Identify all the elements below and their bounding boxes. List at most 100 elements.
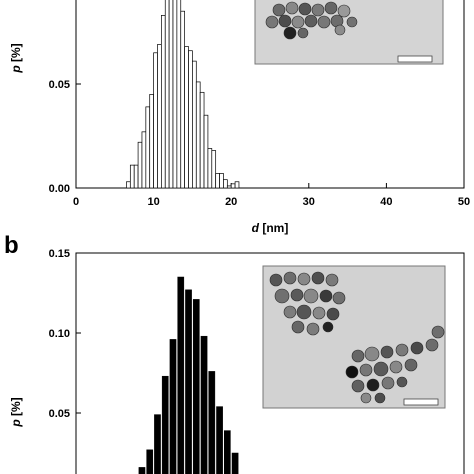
plot-frame-bottom bbox=[75, 252, 465, 474]
tem-inset-top bbox=[254, 0, 444, 65]
histogram-bar bbox=[223, 430, 231, 474]
histogram-bar bbox=[141, 131, 147, 189]
particle bbox=[311, 3, 325, 17]
x-tick-label: 0 bbox=[73, 196, 79, 208]
panel-label-b: b bbox=[4, 232, 19, 259]
x-tick-label: 40 bbox=[380, 196, 392, 208]
particle bbox=[278, 14, 292, 28]
particle bbox=[410, 341, 424, 355]
particle bbox=[395, 343, 409, 357]
histogram-bar bbox=[223, 179, 228, 189]
histogram-bar bbox=[138, 467, 146, 474]
histogram-bar bbox=[203, 114, 209, 189]
scale-bar bbox=[403, 398, 439, 406]
particle bbox=[351, 349, 365, 363]
histogram-bar bbox=[157, 44, 162, 189]
histogram-bar bbox=[216, 406, 223, 474]
histogram-bar bbox=[172, 0, 178, 189]
histogram-bar bbox=[154, 414, 161, 474]
particle bbox=[297, 272, 311, 286]
particle bbox=[303, 288, 319, 304]
particle bbox=[296, 304, 312, 320]
particle bbox=[425, 338, 439, 352]
histogram-bar bbox=[226, 185, 232, 189]
histogram-bar bbox=[192, 299, 200, 474]
particle bbox=[317, 15, 331, 29]
particle bbox=[337, 4, 351, 18]
histogram-bar bbox=[208, 371, 216, 474]
particle bbox=[298, 2, 312, 16]
histogram-bar bbox=[126, 181, 131, 189]
histogram-bar bbox=[192, 60, 197, 189]
histogram-bar bbox=[184, 46, 189, 189]
histogram-bar bbox=[200, 335, 208, 474]
particle bbox=[373, 361, 389, 377]
particle bbox=[346, 16, 358, 28]
x-axis-label: d [nm] bbox=[252, 221, 289, 235]
particle bbox=[345, 365, 359, 379]
histogram-bar bbox=[153, 52, 158, 189]
x-tick-label: 20 bbox=[225, 196, 237, 208]
particle bbox=[269, 273, 283, 287]
histogram-bar bbox=[195, 81, 201, 189]
particle bbox=[291, 15, 305, 29]
particle bbox=[304, 14, 318, 28]
x-tick-label: 30 bbox=[303, 196, 315, 208]
histogram-bar bbox=[234, 181, 240, 189]
particle bbox=[396, 376, 408, 388]
y-axis-label-bottom: p [%] bbox=[9, 397, 23, 427]
particle bbox=[324, 1, 338, 15]
particle bbox=[325, 273, 339, 287]
particle bbox=[306, 322, 320, 336]
y-tick-label: 0.15 bbox=[49, 248, 70, 260]
particle bbox=[283, 305, 297, 319]
particle bbox=[274, 288, 290, 304]
particle bbox=[364, 346, 380, 362]
tem-inset-bottom bbox=[262, 265, 446, 409]
histogram-bar bbox=[188, 50, 193, 189]
particle bbox=[389, 360, 403, 374]
particle bbox=[297, 27, 309, 39]
histogram-bar bbox=[149, 94, 154, 189]
histogram-bar bbox=[129, 164, 135, 189]
histogram-bar bbox=[231, 452, 239, 474]
particle bbox=[332, 291, 346, 305]
y-tick-label: 0.05 bbox=[49, 79, 70, 91]
particle bbox=[351, 379, 365, 393]
histogram-bar bbox=[145, 106, 151, 189]
histogram-bar bbox=[164, 0, 170, 189]
y-axis-label-top: p [%] bbox=[9, 43, 23, 73]
histogram-bar bbox=[199, 91, 205, 189]
y-tick-label: 0.10 bbox=[49, 328, 70, 340]
particle bbox=[374, 392, 386, 404]
particle bbox=[322, 321, 334, 333]
x-tick-label: 10 bbox=[147, 196, 159, 208]
histogram-bar bbox=[176, 0, 182, 189]
histogram-bar bbox=[207, 148, 213, 189]
y-tick-label: 0.05 bbox=[49, 408, 70, 420]
histogram-bar bbox=[161, 375, 169, 474]
histogram-bar bbox=[169, 339, 177, 474]
particle bbox=[381, 376, 395, 390]
histogram-bar bbox=[180, 10, 185, 189]
particle bbox=[272, 3, 286, 17]
particle bbox=[283, 271, 297, 285]
scale-bar bbox=[397, 55, 433, 63]
particle bbox=[290, 288, 304, 302]
histogram-bar bbox=[161, 15, 166, 189]
histogram-bar bbox=[230, 183, 236, 189]
histogram-bar bbox=[215, 173, 220, 189]
histogram-bar bbox=[185, 289, 192, 474]
particle bbox=[283, 26, 297, 40]
particle bbox=[265, 15, 279, 29]
x-tick-label: 50 bbox=[458, 196, 470, 208]
particle bbox=[285, 1, 299, 15]
histogram-bar bbox=[146, 449, 154, 474]
particle bbox=[326, 307, 340, 321]
histogram-bar bbox=[168, 0, 174, 189]
histogram-bar bbox=[219, 173, 224, 189]
particle bbox=[380, 345, 394, 359]
particle bbox=[319, 289, 333, 303]
particle bbox=[359, 363, 373, 377]
particle bbox=[360, 392, 372, 404]
